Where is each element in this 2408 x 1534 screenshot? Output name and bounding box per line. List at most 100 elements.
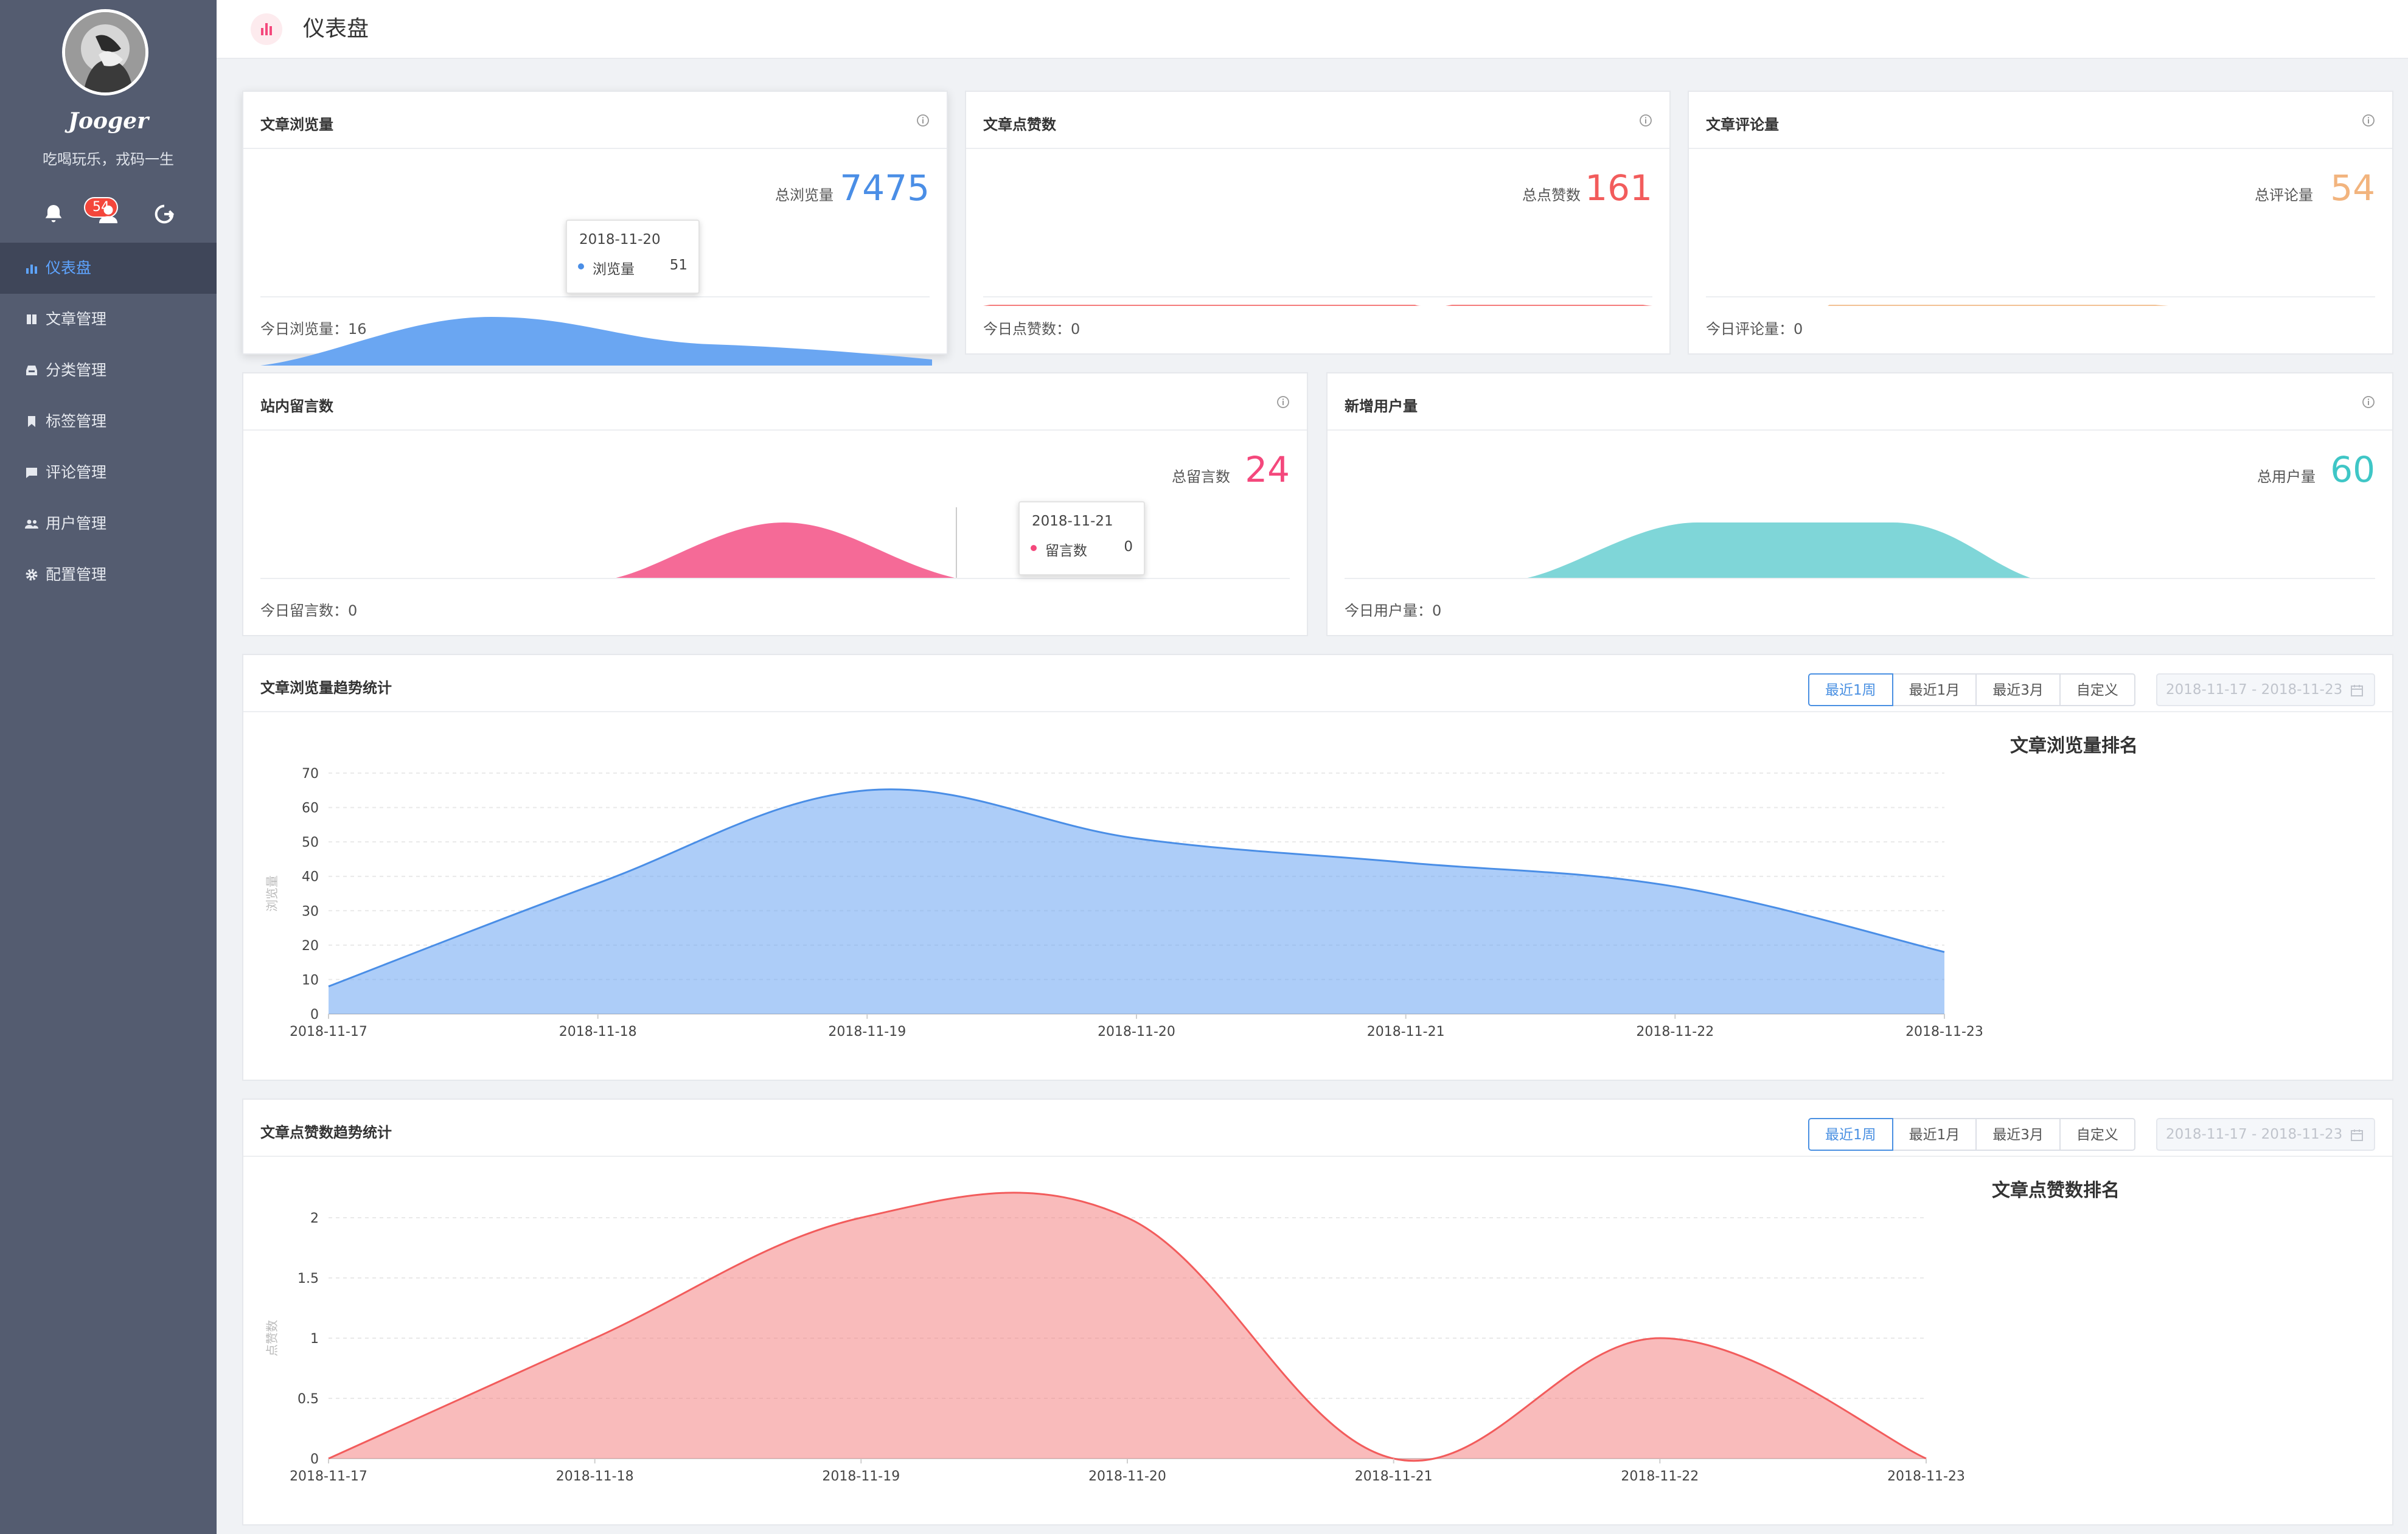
card-footer-divider [260, 296, 930, 297]
bell-icon[interactable]: 54 [41, 197, 118, 226]
range-button-custom[interactable]: 自定义 [2059, 673, 2135, 706]
ranking-title: 文章浏览量排名 [2010, 735, 2138, 757]
y-tick-label: 40 [302, 870, 319, 885]
range-button-month[interactable]: 最近1月 [1891, 673, 1977, 706]
sidebar-item-categories[interactable]: 分类管理 [0, 345, 217, 396]
card-footer-divider [260, 578, 1290, 579]
x-tick-label: 2018-11-20 [1098, 1024, 1175, 1039]
info-icon[interactable] [1276, 395, 1290, 409]
avatar[interactable] [62, 9, 148, 95]
x-tick-label: 2018-11-21 [1367, 1024, 1445, 1039]
sidebar-item-comments[interactable]: 评论管理 [0, 447, 217, 498]
y-tick-label: 1.5 [298, 1271, 319, 1286]
total-comments-value: 54 [2330, 167, 2375, 209]
sidebar-item-users[interactable]: 用户管理 [0, 498, 217, 549]
likes-mini-chart [983, 305, 1652, 306]
tooltip-value: 0 [1124, 539, 1133, 555]
card-divider [1328, 429, 2392, 431]
today-comments: 今日评论量：0 [1706, 317, 1803, 338]
range-button-week[interactable]: 最近1周 [1808, 673, 1893, 706]
sidebar-item-label: 配置管理 [46, 566, 107, 583]
y-tick-label: 0 [310, 1007, 319, 1022]
range-button-month[interactable]: 最近1月 [1891, 1118, 1977, 1151]
sidebar-item-settings[interactable]: 配置管理 [0, 549, 217, 600]
sidebar-item-tags[interactable]: 标签管理 [0, 396, 217, 447]
today-users-value: 0 [1432, 602, 1442, 619]
card-title: 文章点赞数 [983, 116, 1056, 133]
user-icon[interactable] [96, 202, 120, 226]
range-button-week[interactable]: 最近1周 [1808, 1118, 1893, 1151]
range-button-3month[interactable]: 最近3月 [1975, 1118, 2061, 1151]
today-views-label: 今日浏览量： [260, 321, 348, 338]
likes-trend-chart: 0 0.5 1 1.5 2 点赞数 2018-11-17 2018-11-18 2018-11-… [265, 1192, 1965, 1484]
info-icon[interactable] [1639, 114, 1652, 127]
sidebar-item-label: 分类管理 [46, 361, 107, 379]
user-name: Jooger [68, 108, 149, 134]
card-site-messages: 站内留言数 总留言数 24 今日留言数：0 2018-11-21 留言数 0 [242, 372, 1308, 636]
card-divider [243, 148, 947, 149]
range-button-custom[interactable]: 自定义 [2059, 1118, 2135, 1151]
card-footer-divider [983, 296, 1652, 297]
range-button-group: 最近1周 最近1月 最近3月 自定义 [1808, 673, 2135, 706]
card-footer-divider [1345, 578, 2375, 579]
views-tooltip: 2018-11-20 浏览量 51 [566, 220, 700, 294]
x-tick-label: 2018-11-23 [1887, 1469, 1965, 1484]
card-title: 文章点赞数趋势统计 [260, 1124, 392, 1141]
x-tick-label: 2018-11-22 [1621, 1469, 1699, 1484]
card-divider [966, 148, 1669, 149]
today-likes: 今日点赞数：0 [983, 317, 1080, 338]
today-views: 今日浏览量：16 [260, 317, 367, 338]
logout-icon[interactable] [152, 202, 176, 226]
total-likes-value: 161 [1585, 167, 1652, 209]
y-tick-label: 20 [302, 939, 319, 954]
x-tick-label: 2018-11-21 [1355, 1469, 1433, 1484]
info-icon[interactable] [2362, 395, 2375, 409]
views-trend-chart: 0 10 20 30 40 50 60 70 浏览量 2018-11-17 2018-11-18 20… [265, 766, 1983, 1039]
date-range-picker[interactable]: 2018-11-17 - 2018-11-23 [2156, 1118, 2375, 1151]
sidebar-item-dashboard[interactable]: 仪表盘 [0, 243, 217, 294]
inbox-icon [26, 366, 37, 375]
card-divider [1689, 148, 2392, 149]
total-views-label: 总浏览量 [775, 187, 833, 204]
card-article-likes: 文章点赞数 总点赞数 161 今日点赞数：0 [965, 91, 1671, 355]
avatar-image [65, 12, 145, 92]
info-icon[interactable] [2362, 114, 2375, 127]
sidebar-item-label: 文章管理 [46, 310, 107, 328]
users-mini-chart [1525, 522, 2032, 578]
tooltip-dot [1031, 545, 1037, 551]
users-icon [25, 519, 38, 529]
total-users-value: 60 [2330, 449, 2375, 490]
series-line [328, 788, 1945, 988]
card-title: 文章浏览量 [260, 116, 333, 133]
card-article-comments: 文章评论量 总评论量 54 今日评论量：0 [1688, 91, 2393, 355]
sidebar-item-articles[interactable]: 文章管理 [0, 294, 217, 345]
x-tick-label: 2018-11-17 [290, 1024, 367, 1039]
y-tick-label: 0.5 [298, 1392, 319, 1407]
total-comments-label: 总评论量 [2255, 187, 2313, 204]
series-area [329, 789, 1944, 1014]
info-icon[interactable] [916, 114, 930, 127]
date-range-value: 2018-11-17 - 2018-11-23 [2166, 1126, 2343, 1142]
card-article-views: 文章浏览量 总浏览量 7475 今日浏览量：16 2018-11-20 浏览量 … [242, 91, 948, 366]
x-tick-label: 2018-11-18 [559, 1024, 637, 1039]
y-axis-label: 点赞数 [265, 1320, 279, 1356]
card-new-users: 新增用户量 总用户量 60 今日用户量：0 [1326, 372, 2393, 636]
card-likes-trend: 文章点赞数趋势统计 最近1周 最近1月 最近3月 自定义 2018-11-17 … [242, 1098, 2393, 1525]
card-title: 文章浏览量趋势统计 [260, 679, 392, 696]
card-divider [243, 1156, 2392, 1157]
comment-icon [26, 468, 37, 478]
total-likes-label: 总点赞数 [1522, 187, 1581, 204]
sidebar-item-label: 用户管理 [46, 515, 107, 532]
y-tick-label: 70 [302, 766, 319, 782]
sidebar-item-label: 评论管理 [46, 463, 107, 481]
sidebar-menu: 仪表盘 文章管理 分类管理 标签管理 评论管理 用户管理 [0, 243, 217, 600]
total-views-value: 7475 [840, 167, 930, 209]
date-range-picker[interactable]: 2018-11-17 - 2018-11-23 [2156, 673, 2375, 706]
tooltip-label: 浏览量 [593, 262, 635, 277]
x-tick-label: 2018-11-17 [290, 1469, 367, 1484]
y-tick-label: 60 [302, 801, 319, 816]
book-icon [27, 314, 37, 324]
gear-icon [26, 569, 38, 581]
bar-chart-icon [26, 265, 37, 274]
